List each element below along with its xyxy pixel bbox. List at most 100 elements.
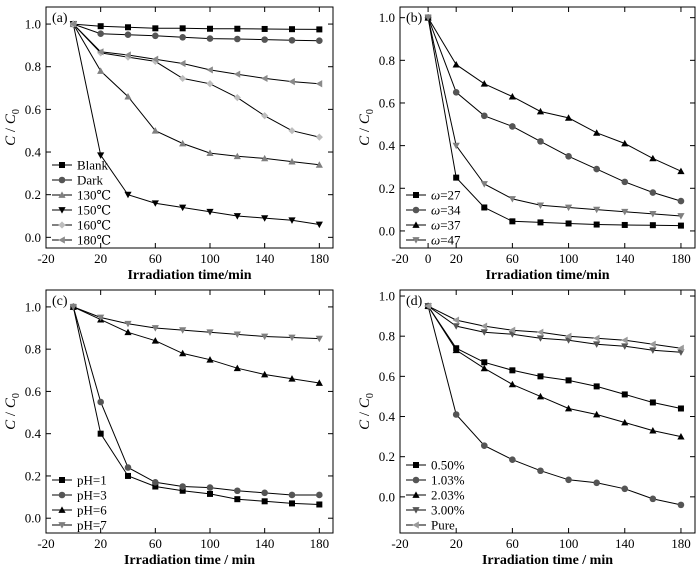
data-series	[69, 304, 323, 343]
data-series	[69, 20, 323, 88]
legend-label: Blank	[77, 158, 109, 173]
y-tick-label: 0.6	[25, 384, 42, 399]
panel-label: (a)	[52, 11, 68, 26]
data-point	[206, 149, 214, 156]
data-point	[261, 154, 269, 162]
series-line	[73, 23, 320, 30]
legend-label: 150℃	[77, 203, 111, 218]
y-axis-label: C / C0	[357, 109, 376, 146]
legend-marker	[59, 162, 65, 168]
y-tick-label: 0.6	[25, 102, 42, 117]
data-point	[179, 483, 186, 490]
data-point	[151, 55, 159, 63]
data-point	[179, 25, 186, 32]
legend-marker	[413, 462, 419, 468]
data-point	[206, 356, 214, 363]
series-line	[427, 305, 682, 353]
data-point	[508, 196, 516, 203]
legend-marker	[58, 522, 66, 529]
y-tick-label: 0.0	[379, 223, 395, 238]
data-point	[261, 25, 268, 32]
data-point	[509, 218, 516, 225]
legend-label: 2.03%	[431, 488, 465, 503]
data-point	[536, 335, 545, 342]
data-point	[179, 204, 187, 212]
data-series	[70, 303, 323, 508]
data-point	[564, 404, 573, 412]
chart-panel: -20 0 20 60 100 140 180 0.0 0.2 0.4 0.6 0.8 1.0 Irrad…	[357, 6, 696, 283]
data-point	[593, 165, 600, 173]
panel-label: (b)	[406, 11, 423, 26]
data-point	[152, 483, 159, 490]
y-axis-label: C / C0	[3, 393, 22, 430]
legend-marker	[412, 491, 420, 498]
series-line	[427, 17, 682, 202]
data-point	[206, 66, 213, 74]
y-tick-label: 0.8	[25, 59, 41, 74]
data-series	[425, 303, 684, 412]
data-point	[207, 25, 213, 32]
data-point	[316, 491, 323, 499]
legend-marker	[413, 192, 419, 198]
data-point	[537, 373, 544, 380]
data-point	[179, 74, 187, 83]
data-point	[316, 26, 323, 33]
data-point	[536, 328, 544, 336]
data-point	[151, 127, 159, 134]
data-point	[593, 221, 600, 228]
data-point	[593, 334, 600, 342]
data-point	[233, 152, 241, 160]
legend-label: 0.50%	[431, 458, 465, 473]
data-point	[452, 89, 460, 96]
series-line	[72, 306, 320, 505]
legend-marker	[59, 477, 65, 483]
legend-label: ω=47	[431, 233, 461, 248]
series-line	[72, 23, 320, 166]
x-tick-label: 180	[310, 536, 330, 551]
data-point	[206, 329, 214, 336]
data-point	[593, 129, 601, 136]
data-point	[677, 197, 685, 205]
series-line	[427, 17, 682, 227]
x-axis-label: Irradiation time / min	[124, 553, 255, 565]
legend-marker	[58, 176, 66, 184]
x-tick-label: -20	[37, 251, 54, 266]
data-point	[288, 334, 296, 342]
data-point	[124, 191, 132, 199]
x-tick-label: -20	[391, 536, 408, 551]
legend-label: 130℃	[77, 188, 111, 203]
series-line	[427, 17, 682, 217]
data-point	[649, 495, 657, 503]
data-point	[452, 60, 460, 68]
x-tick-label: -20	[37, 536, 54, 551]
series-line	[427, 17, 682, 172]
legend-label: ω=34	[431, 203, 461, 218]
y-tick-label: 0.6	[379, 369, 396, 384]
legend-label: pH=1	[77, 473, 107, 488]
data-series	[69, 20, 323, 168]
data-point	[480, 442, 488, 449]
x-tick-label: 180	[310, 251, 330, 266]
data-point	[649, 154, 657, 162]
data-point	[288, 36, 296, 44]
data-point	[97, 48, 104, 56]
x-tick-label: 60	[149, 251, 162, 266]
data-point	[621, 336, 628, 344]
data-point	[508, 326, 516, 334]
data-point	[593, 341, 601, 348]
data-point	[288, 375, 296, 382]
data-series	[424, 302, 685, 440]
data-series	[424, 302, 684, 352]
data-point	[234, 25, 241, 32]
data-point	[125, 472, 131, 479]
data-point	[621, 208, 629, 216]
data-point	[206, 484, 214, 491]
data-point	[621, 391, 628, 398]
data-point	[481, 204, 488, 211]
legend-marker	[58, 506, 66, 513]
x-tick-label: 60	[149, 536, 162, 551]
data-point	[452, 411, 460, 418]
data-point	[234, 35, 241, 43]
y-tick-label: 1.0	[25, 299, 41, 314]
data-point	[649, 189, 657, 196]
